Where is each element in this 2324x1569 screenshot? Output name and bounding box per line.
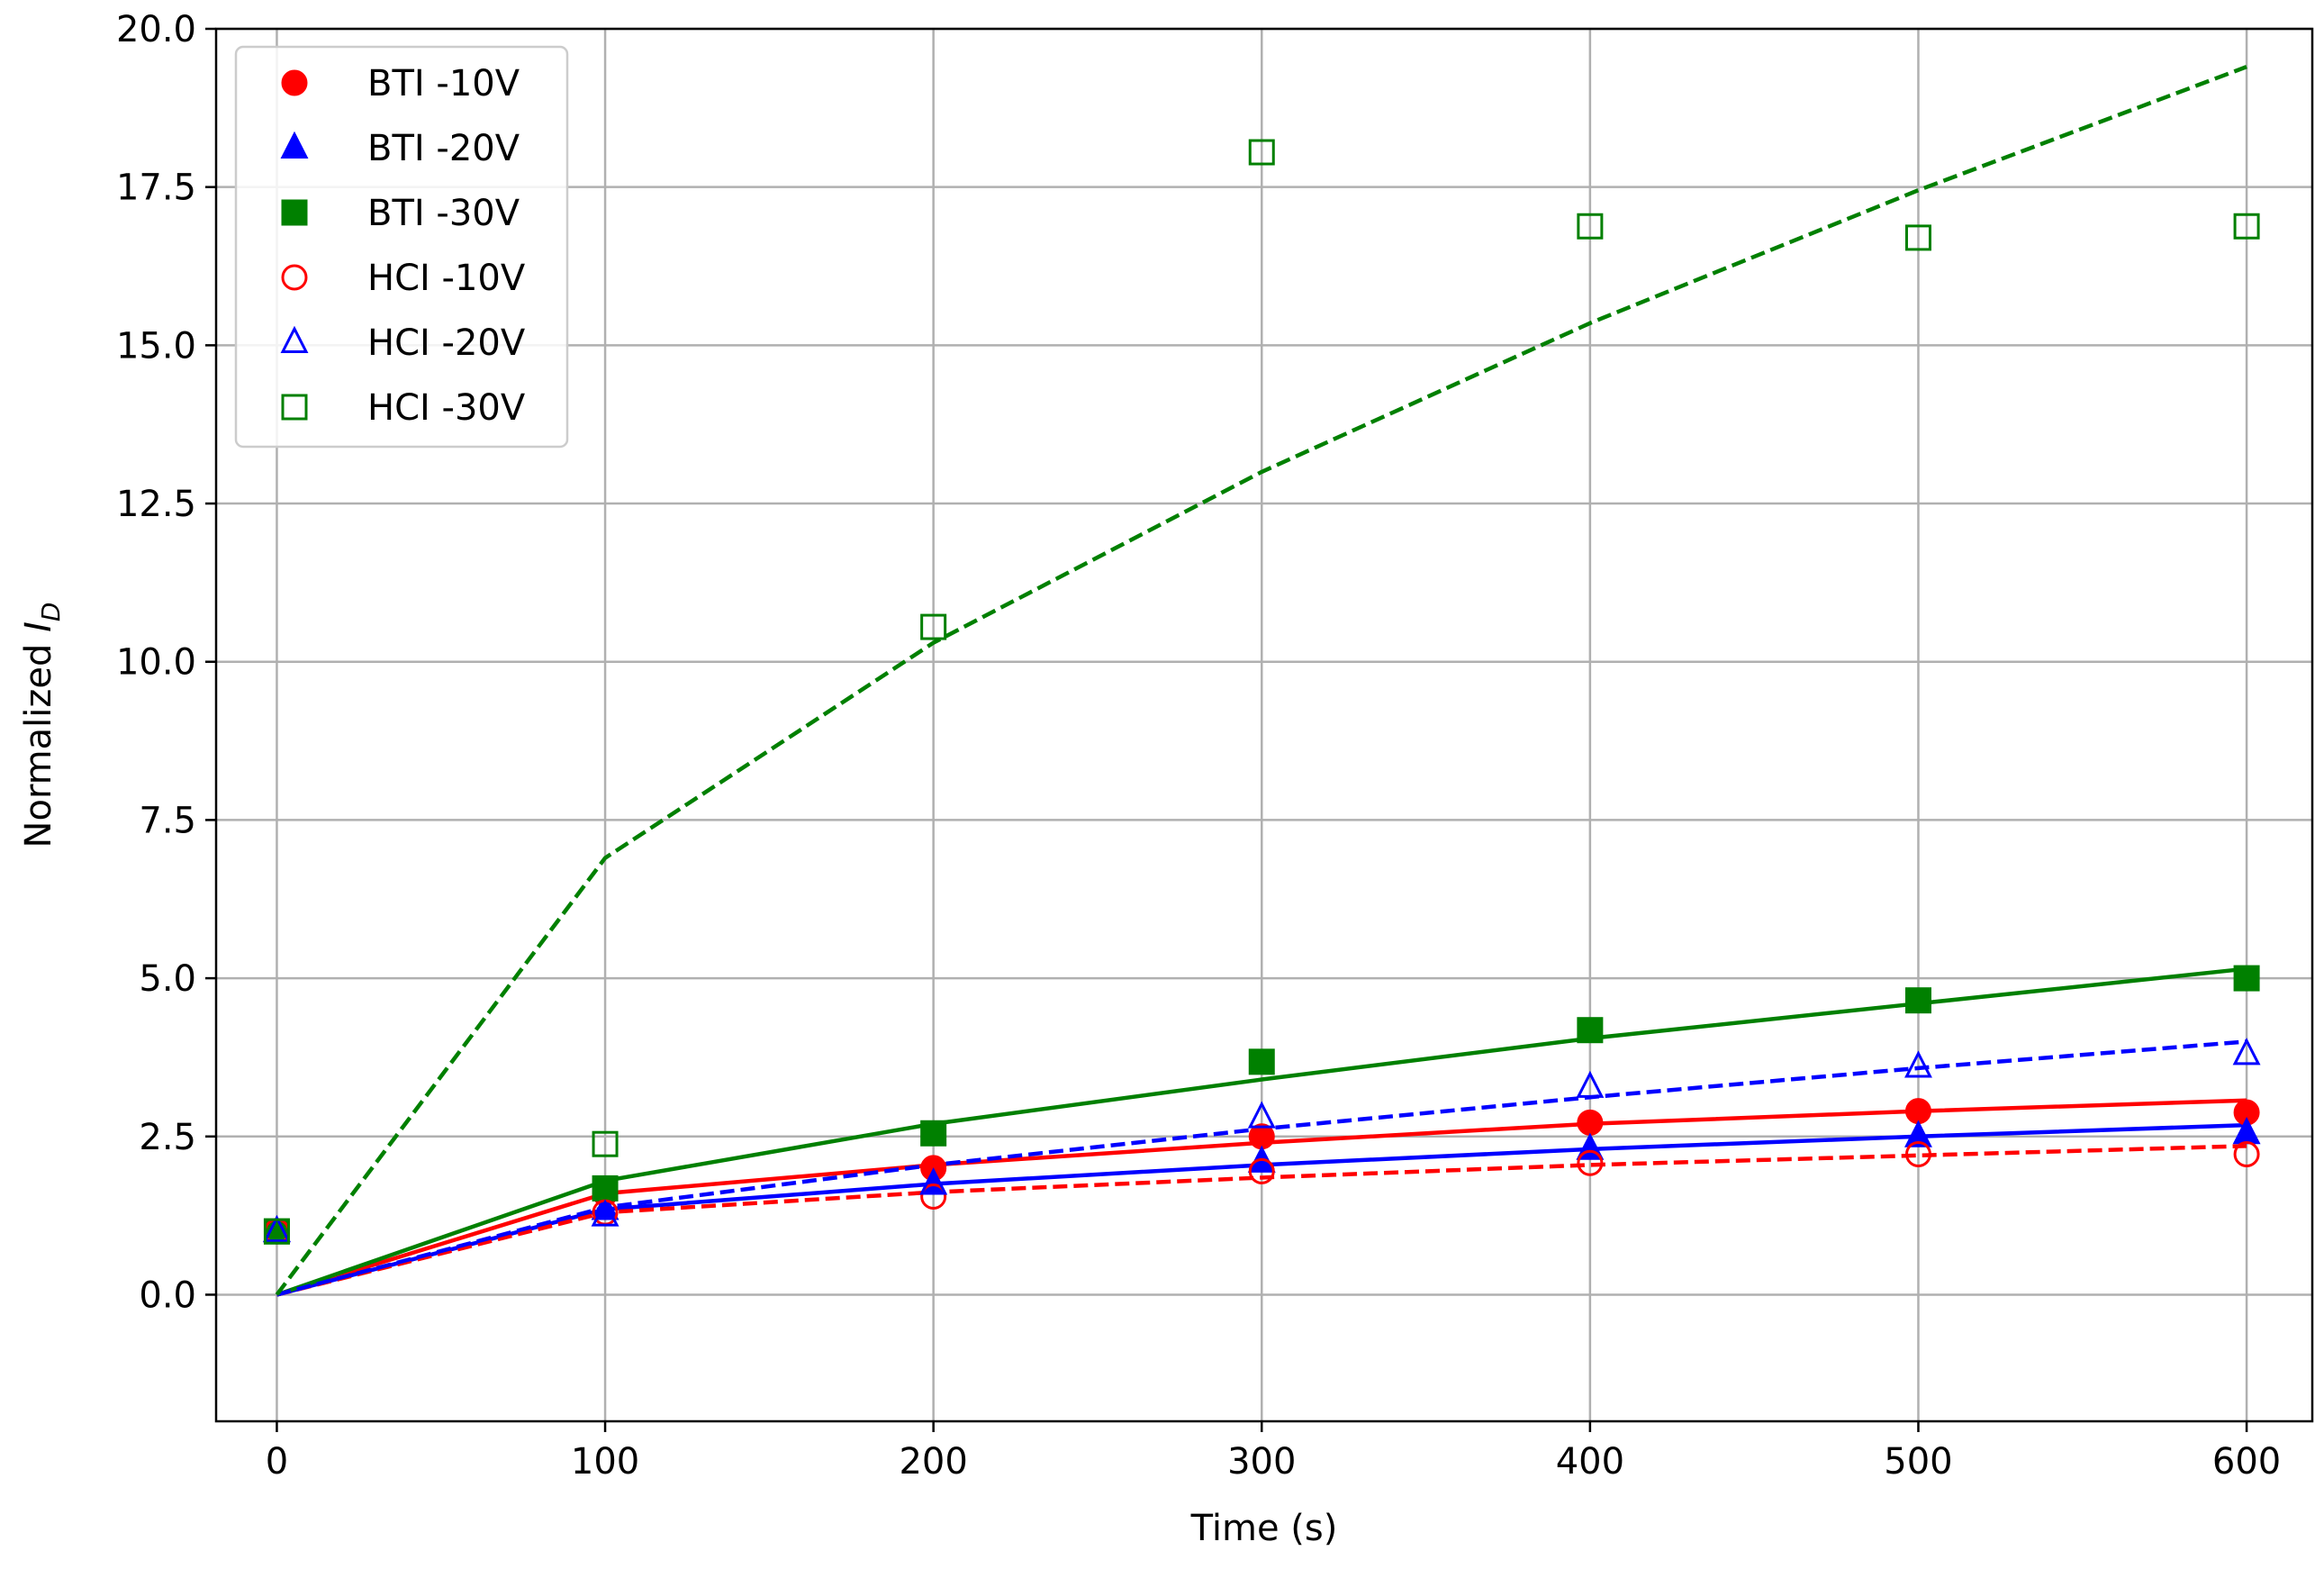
legend-label: HCI -10V: [367, 258, 526, 299]
data-point-2: [2233, 965, 2260, 992]
data-point-2: [1248, 1048, 1275, 1075]
y-tick-label: 0.0: [139, 1274, 196, 1316]
data-markers: [262, 139, 2261, 1245]
y-tick-label: 12.5: [116, 484, 196, 525]
data-point-5: [592, 1130, 619, 1157]
legend-marker: [281, 264, 308, 291]
data-point-4: [919, 1167, 948, 1195]
legend-label: BTI -20V: [367, 128, 520, 169]
y-tick-label: 2.5: [139, 1117, 196, 1158]
x-tick-label: 400: [1556, 1441, 1624, 1483]
x-tick-label: 200: [899, 1441, 967, 1483]
y-tick-label: 10.0: [116, 642, 196, 684]
legend-label: HCI -20V: [367, 322, 526, 364]
data-point-3: [920, 1184, 947, 1211]
legend-marker: [281, 69, 308, 96]
y-axis-label-variable: I: [18, 621, 59, 632]
data-point-5: [920, 613, 947, 640]
data-point-3: [2233, 1140, 2260, 1167]
y-tick-label: 7.5: [139, 800, 196, 841]
x-tick-label: 500: [1884, 1441, 1952, 1483]
data-point-5: [1904, 224, 1931, 251]
data-point-0: [1577, 1109, 1604, 1136]
y-tick-label: 20.0: [116, 9, 196, 50]
data-point-3: [1248, 1157, 1275, 1184]
data-point-2: [920, 1120, 947, 1147]
y-axis-label-main: Normalized: [18, 632, 59, 848]
legend-marker: [280, 131, 309, 159]
legend-box: [234, 45, 569, 449]
data-point-1: [1904, 1120, 1932, 1147]
data-point-0: [1248, 1123, 1275, 1150]
axis-ticks: 0 100 200 300 400 500 600 0.0 2.5 5.0 7.5 10.0 12.5 1…: [116, 9, 2281, 1483]
y-axis-label: Normalized ID: [18, 603, 66, 848]
x-tick-label: 600: [2212, 1441, 2281, 1483]
legend-marker: [281, 199, 308, 226]
data-point-4: [591, 1199, 619, 1227]
legend-marker: [281, 394, 308, 421]
data-point-2: [1904, 987, 1931, 1014]
legend-label: BTI -30V: [367, 193, 520, 234]
y-tick-label: 17.5: [116, 168, 196, 209]
plot-frame: [214, 27, 2314, 1423]
data-point-5: [1577, 213, 1604, 240]
data-point-5: [2233, 213, 2260, 240]
x-tick-label: 100: [571, 1441, 639, 1483]
data-point-3: [1904, 1140, 1931, 1167]
y-axis-label-subscript: D: [36, 603, 66, 622]
data-point-2: [592, 1174, 619, 1202]
grid: [216, 27, 2312, 1421]
y-tick-label: 15.0: [116, 325, 196, 367]
data-point-4: [262, 1214, 291, 1243]
y-tick-label: 5.0: [139, 958, 196, 1000]
legend: BTI -10V BTI -20V BTI -30V HCI -10V HCI -20V…: [234, 45, 569, 449]
x-tick-label: 300: [1227, 1441, 1296, 1483]
fit-line-5: [275, 65, 2247, 1296]
data-point-4: [1247, 1101, 1276, 1129]
data-point-4: [1576, 1070, 1605, 1098]
data-point-5: [263, 1218, 290, 1245]
data-point-4: [2232, 1038, 2261, 1066]
legend-label: BTI -10V: [367, 63, 520, 104]
legend-label: HCI -30V: [367, 387, 526, 429]
data-point-0: [1904, 1098, 1931, 1125]
data-point-3: [1577, 1149, 1604, 1176]
legend-marker: [280, 325, 309, 353]
x-axis-label: Time (s): [1190, 1508, 1338, 1549]
data-point-2: [1577, 1017, 1604, 1044]
x-tick-label: 0: [266, 1441, 288, 1483]
data-point-5: [1248, 139, 1275, 166]
data-point-4: [1904, 1050, 1932, 1078]
